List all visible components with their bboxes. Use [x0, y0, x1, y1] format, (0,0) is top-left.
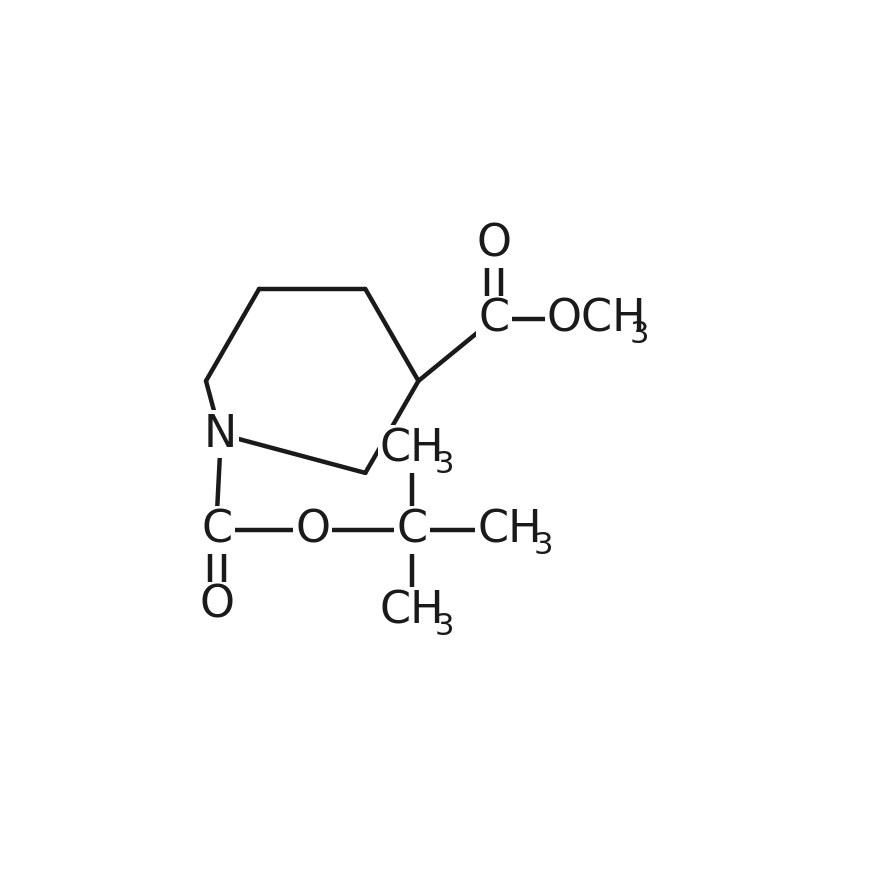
Text: C: C: [397, 508, 428, 552]
Text: C: C: [478, 298, 509, 341]
Text: OCH: OCH: [546, 298, 646, 341]
Text: O: O: [199, 584, 234, 627]
Text: 3: 3: [629, 320, 649, 349]
Text: CH: CH: [380, 427, 444, 471]
Text: C: C: [201, 508, 232, 552]
Text: O: O: [295, 508, 330, 552]
Text: 3: 3: [534, 531, 554, 560]
Text: 3: 3: [434, 450, 454, 480]
Text: CH: CH: [477, 508, 542, 552]
Text: CH: CH: [380, 589, 444, 632]
Text: 3: 3: [434, 612, 454, 641]
Text: N: N: [204, 413, 237, 456]
Text: O: O: [476, 222, 512, 265]
